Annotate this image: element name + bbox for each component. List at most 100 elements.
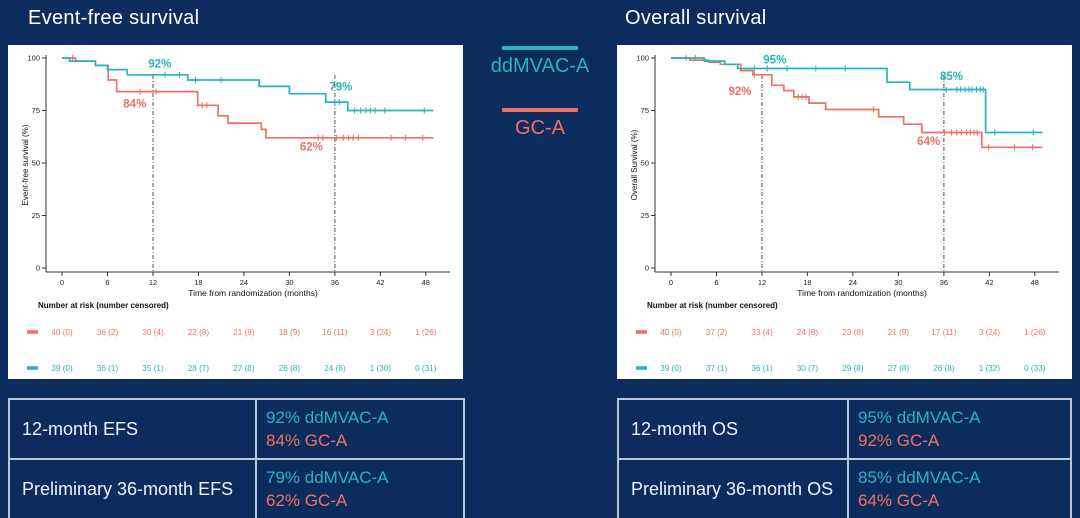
svg-text:50: 50 xyxy=(641,159,649,168)
ddmvac-legend-label: ddMVAC-A xyxy=(490,55,590,77)
gca-survival-curve xyxy=(671,57,1043,149)
svg-text:25: 25 xyxy=(32,211,40,220)
risk-value: 24 (8) xyxy=(797,328,819,337)
axes xyxy=(42,55,450,276)
y-axis-title: Overall Survival (%) xyxy=(630,129,639,200)
x-tick-labels: 0 6 12 18 24 30 36 42 48 xyxy=(669,278,1039,287)
svg-text:18: 18 xyxy=(803,278,811,287)
svg-text:25: 25 xyxy=(641,211,649,220)
efs-12month-gca-value: 84% GC-A xyxy=(266,431,348,450)
risk-value: 24 (8) xyxy=(324,364,346,373)
risk-value: 37 (2) xyxy=(706,328,728,337)
svg-text:75: 75 xyxy=(641,106,649,115)
risk-value: 22 (8) xyxy=(188,328,210,337)
ddmvac-annotation: 95% xyxy=(763,54,786,66)
risk-value: 27 (8) xyxy=(233,364,255,373)
risk-value: 39 (0) xyxy=(660,364,682,373)
svg-text:100: 100 xyxy=(636,54,649,63)
risk-value: 27 (8) xyxy=(888,364,910,373)
svg-text:0: 0 xyxy=(669,278,673,287)
risk-value: 26 (8) xyxy=(933,364,955,373)
svg-text:12: 12 xyxy=(758,278,766,287)
risk-value: 36 (1) xyxy=(751,364,773,373)
y-axis-title: Event-free survival (%) xyxy=(21,124,30,205)
svg-text:30: 30 xyxy=(894,278,902,287)
ddmvac-annotation: 92% xyxy=(148,59,171,71)
ddmvac-legend-line-icon xyxy=(501,46,578,50)
svg-text:0: 0 xyxy=(60,278,64,287)
risk-value: 21 (8) xyxy=(233,328,255,337)
os-36month-label: Preliminary 36-month OS xyxy=(617,458,849,518)
y-tick-labels: 0 25 50 75 100 xyxy=(636,54,649,273)
gca-legend-label: GC-A xyxy=(515,117,565,139)
efs-36month-gca-value: 62% GC-A xyxy=(266,491,348,510)
svg-text:6: 6 xyxy=(105,278,109,287)
table-row: 12-month OS 95% ddMVAC-A 92% GC-A xyxy=(617,398,1072,460)
km-plot-svg: 0 25 50 75 100 0 6 12 18 24 30 36 42 48 Time from rand… xyxy=(21,54,450,373)
risk-value: 3 (24) xyxy=(370,328,392,337)
os-chart-panel: 0 25 50 75 100 0 6 12 18 24 30 36 42 48 Time from rand… xyxy=(617,45,1072,379)
risk-value: 18 (9) xyxy=(279,328,301,337)
risk-value: 39 (0) xyxy=(51,364,73,373)
ddmvac-censor-marks xyxy=(162,71,427,114)
table-row: Preliminary 36-month EFS 79% ddMVAC-A 62… xyxy=(8,458,465,518)
svg-text:42: 42 xyxy=(985,278,993,287)
ddmvac-annotation: 85% xyxy=(940,71,963,83)
svg-text:50: 50 xyxy=(32,159,40,168)
risk-value: 16 (11) xyxy=(322,328,348,337)
risk-value: 1 (30) xyxy=(370,364,392,373)
risk-value: 29 (8) xyxy=(842,364,864,373)
risk-value: 0 (33) xyxy=(1024,364,1046,373)
risk-value: 30 (4) xyxy=(142,328,164,337)
legend-item-gca: GC-A xyxy=(502,108,578,140)
risk-value: 28 (7) xyxy=(188,364,210,373)
efs-12month-label: 12-month EFS xyxy=(8,398,257,460)
risk-value: 1 (32) xyxy=(979,364,1001,373)
gca-annotation: 62% xyxy=(300,141,323,153)
risk-table-header: Number at risk (number censored) xyxy=(38,301,169,310)
ddmvac-annotation: 79% xyxy=(329,82,352,94)
svg-text:6: 6 xyxy=(714,278,718,287)
legend: ddMVAC-A GC-A xyxy=(463,46,617,140)
risk-value: 17 (11) xyxy=(931,328,957,337)
svg-text:30: 30 xyxy=(285,278,293,287)
risk-value: 33 (4) xyxy=(751,328,773,337)
x-axis-title: Time from randomization (months) xyxy=(188,288,318,298)
svg-text:48: 48 xyxy=(1031,278,1039,287)
efs-36month-label: Preliminary 36-month EFS xyxy=(8,458,257,518)
svg-text:0: 0 xyxy=(36,264,40,273)
risk-value: 40 (0) xyxy=(51,328,73,337)
risk-value: 1 (26) xyxy=(1024,328,1046,337)
risk-value: 35 (1) xyxy=(142,364,164,373)
gca-censor-marks xyxy=(70,55,426,141)
gca-annotation: 64% xyxy=(917,136,940,148)
risk-row-ddmvac: 39 (0) 37 (1) 36 (1) 30 (7) 29 (8) 27 (8) 26 (… xyxy=(636,364,1046,373)
svg-text:24: 24 xyxy=(240,278,248,287)
risk-value: 0 (31) xyxy=(415,364,437,373)
risk-value: 23 (8) xyxy=(842,328,864,337)
risk-value: 21 (9) xyxy=(888,328,910,337)
risk-value: 30 (7) xyxy=(797,364,819,373)
efs-km-plot: 0 25 50 75 100 0 6 12 18 24 30 36 42 48 Time from rand… xyxy=(8,45,463,379)
efs-36month-ddmvac-value: 79% ddMVAC-A xyxy=(266,468,389,487)
axes xyxy=(651,55,1059,276)
risk-value: 1 (26) xyxy=(415,328,437,337)
gca-legend-line-icon xyxy=(502,108,578,112)
os-36month-gca-value: 64% GC-A xyxy=(858,491,940,510)
risk-value: 40 (0) xyxy=(660,328,682,337)
risk-value: 3 (24) xyxy=(979,328,1001,337)
svg-text:12: 12 xyxy=(149,278,157,287)
gca-annotation: 92% xyxy=(728,86,751,98)
efs-summary-table: 12-month EFS 92% ddMVAC-A 84% GC-A Preli… xyxy=(8,398,465,518)
efs-chart-title: Event-free survival xyxy=(28,7,200,29)
x-axis-title: Time from randomization (months) xyxy=(797,288,927,298)
risk-row-ddmvac: 39 (0) 36 (1) 35 (1) 28 (7) 27 (8) 26 (8) 24 (… xyxy=(27,364,437,373)
risk-row-gca: 40 (0) 37 (2) 33 (4) 24 (8) 23 (8) 21 (9) 17 (… xyxy=(636,328,1046,337)
os-chart-title: Overall survival xyxy=(625,7,767,29)
svg-text:24: 24 xyxy=(849,278,857,287)
ddmvac-censor-marks xyxy=(752,65,1036,136)
os-36month-ddmvac-value: 85% ddMVAC-A xyxy=(858,468,981,487)
risk-value: 36 (1) xyxy=(97,364,119,373)
svg-text:75: 75 xyxy=(32,106,40,115)
